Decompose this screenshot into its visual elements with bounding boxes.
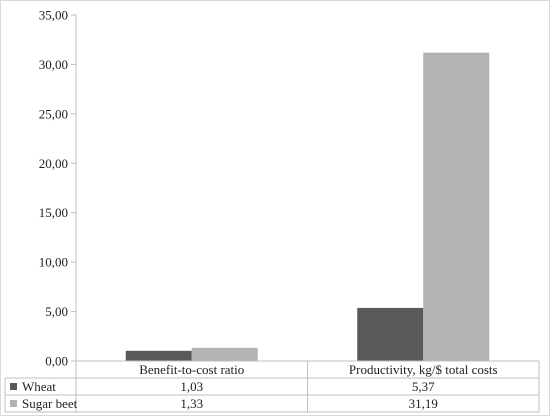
y-tick-label: 0,00 [45,354,68,369]
legend-label: Sugar beet [22,396,78,411]
data-label: 1,33 [180,396,203,411]
y-tick-label: 35,00 [39,8,68,23]
category-label: Benefit-to-cost ratio [139,362,244,377]
data-label: 1,03 [180,379,203,394]
bar-sugar-beet [191,347,258,361]
bar-sugar-beet [423,52,490,361]
data-label: 5,37 [412,379,435,394]
y-tick-label: 20,00 [39,156,68,171]
legend-swatch [10,400,17,407]
legend-swatch [10,383,17,390]
data-label: 31,19 [409,396,438,411]
y-tick-label: 15,00 [39,205,68,220]
legend-label: Wheat [22,379,56,394]
bar-wheat [125,350,192,361]
y-tick-label: 25,00 [39,106,68,121]
y-tick-label: 10,00 [39,255,68,270]
category-label: Productivity, kg/$ total costs [349,362,498,377]
y-tick-label: 5,00 [45,304,68,319]
y-tick-label: 30,00 [39,57,68,72]
bar-wheat [357,307,424,361]
